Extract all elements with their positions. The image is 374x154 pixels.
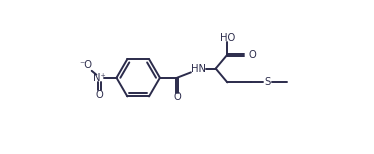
Text: ⁻O: ⁻O (79, 60, 92, 70)
Text: O: O (96, 91, 103, 100)
Text: HN: HN (191, 64, 206, 73)
Text: S: S (264, 77, 271, 87)
Text: O: O (248, 50, 256, 60)
Text: O: O (173, 92, 181, 102)
Text: HO: HO (220, 33, 235, 43)
Text: N⁺: N⁺ (93, 73, 106, 83)
